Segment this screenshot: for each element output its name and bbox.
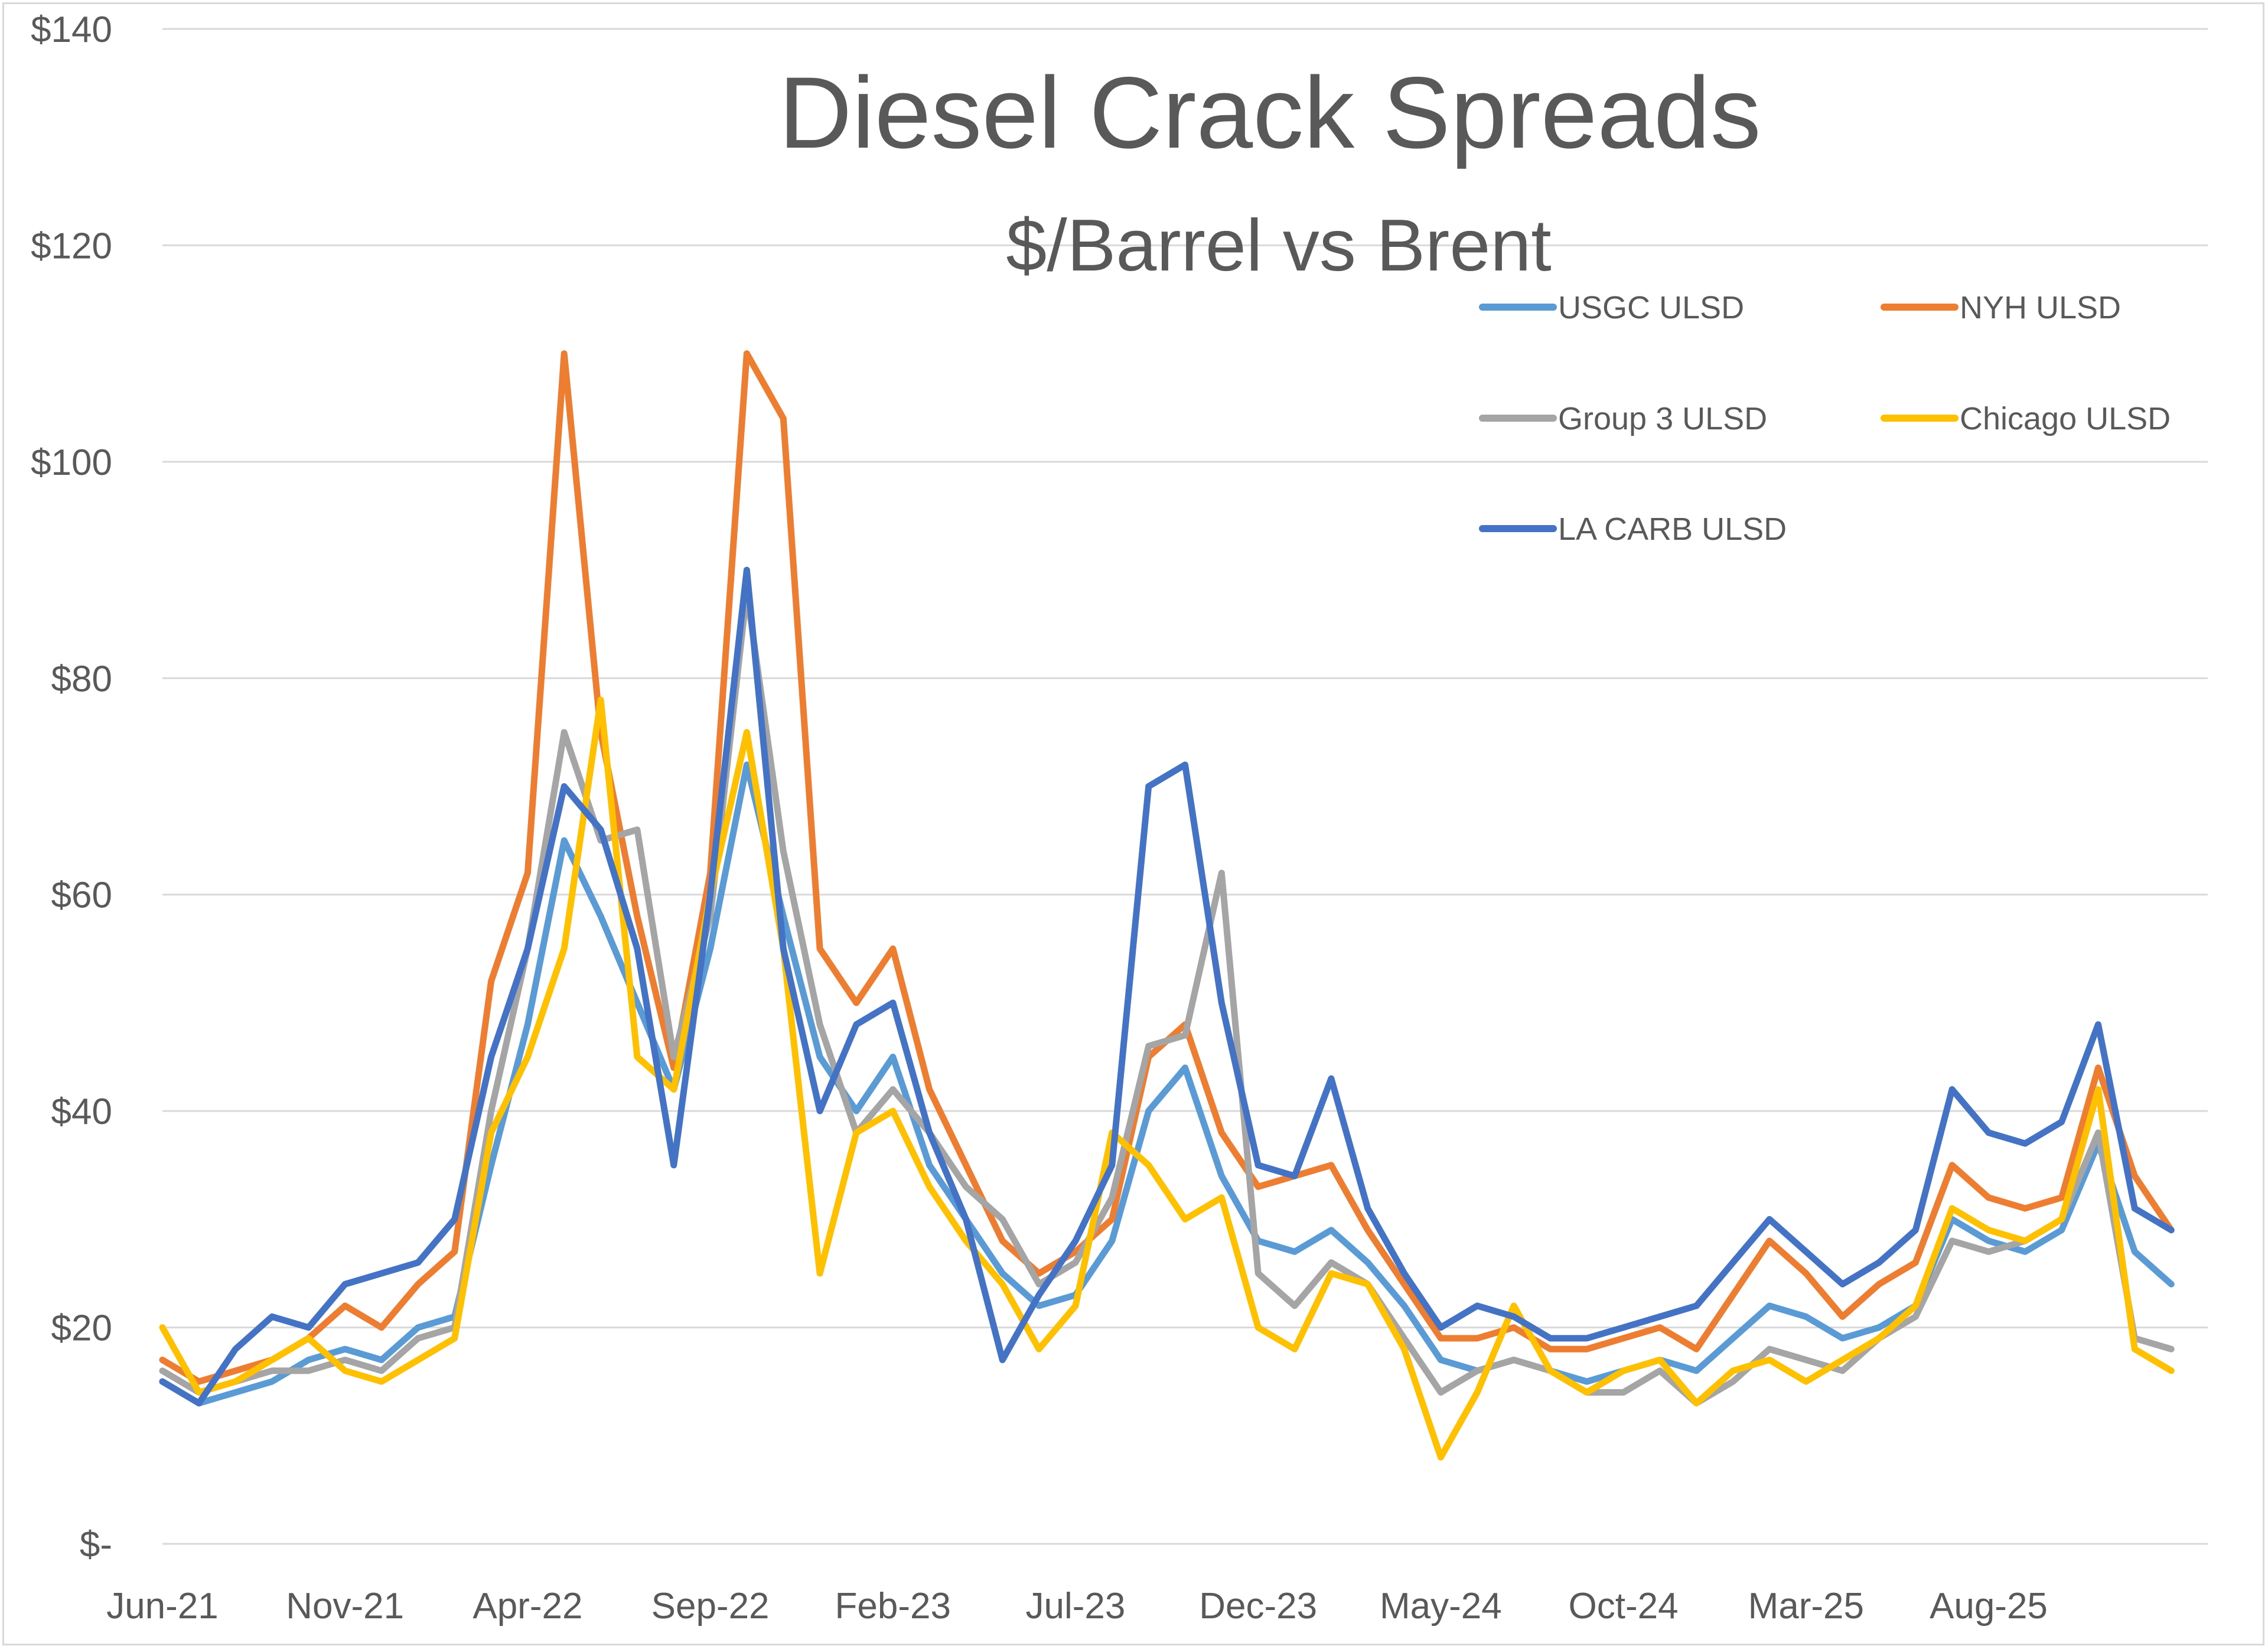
y-tick-label: $-: [80, 1524, 112, 1565]
series-line-usgc-ulsd: [159, 761, 2175, 1407]
x-tick-label: Mar-25: [1748, 1586, 1864, 1627]
series-line-group-3-ulsd: [159, 588, 2175, 1407]
x-tick-label: Jun-21: [106, 1586, 219, 1627]
legend-item-la-carb-ulsd: LA CARB ULSD: [1479, 511, 1787, 547]
x-tick-label: Aug-25: [1930, 1586, 2048, 1627]
x-tick-label: Feb-23: [835, 1586, 951, 1627]
series-lines: [159, 350, 2175, 1461]
x-tick-label: Apr-22: [472, 1586, 582, 1627]
x-tick-label: Sep-22: [651, 1586, 770, 1627]
chart-title: Diesel Crack Spreads: [778, 56, 1761, 170]
legend-label: Group 3 ULSD: [1558, 401, 1767, 436]
y-tick-label: $80: [51, 659, 112, 699]
legend-label: USGC ULSD: [1558, 290, 1744, 325]
x-tick-label: Dec-23: [1199, 1586, 1317, 1627]
y-axis-tick-labels: $- $20 $40 $60 $80 $100 $120 $140: [31, 9, 112, 1565]
y-tick-label: $60: [51, 875, 112, 916]
legend: USGC ULSD NYH ULSD Group 3 ULSD Chicago ULS…: [1479, 290, 2171, 547]
x-tick-label: Nov-21: [286, 1586, 404, 1627]
series-line-chicago-ulsd: [159, 696, 2175, 1461]
series-line-la-carb-ulsd: [159, 566, 2175, 1407]
chart-subtitle: $/Barrel vs Brent: [1006, 205, 1551, 286]
legend-label: LA CARB ULSD: [1558, 511, 1787, 547]
legend-item-group-3-ulsd: Group 3 ULSD: [1479, 401, 1767, 436]
x-tick-label: Jul-23: [1026, 1586, 1126, 1627]
y-tick-label: $100: [31, 442, 112, 483]
series-line-nyh-ulsd: [159, 350, 2175, 1385]
legend-label: NYH ULSD: [1960, 290, 2121, 325]
legend-item-usgc-ulsd: USGC ULSD: [1479, 290, 1744, 325]
gridlines: [162, 28, 2208, 1545]
legend-item-chicago-ulsd: Chicago ULSD: [1881, 401, 2171, 436]
y-tick-label: $120: [31, 226, 112, 266]
x-tick-label: May-24: [1380, 1586, 1502, 1627]
y-tick-label: $20: [51, 1308, 112, 1349]
x-axis-tick-labels: Jun-21 Nov-21 Apr-22 Sep-22 Feb-23 Jul-23 Dec-…: [106, 1586, 2048, 1627]
legend-label: Chicago ULSD: [1960, 401, 2171, 436]
y-tick-label: $140: [31, 9, 112, 50]
y-tick-label: $40: [51, 1091, 112, 1132]
legend-item-nyh-ulsd: NYH ULSD: [1881, 290, 2121, 325]
x-tick-label: Oct-24: [1569, 1586, 1679, 1627]
